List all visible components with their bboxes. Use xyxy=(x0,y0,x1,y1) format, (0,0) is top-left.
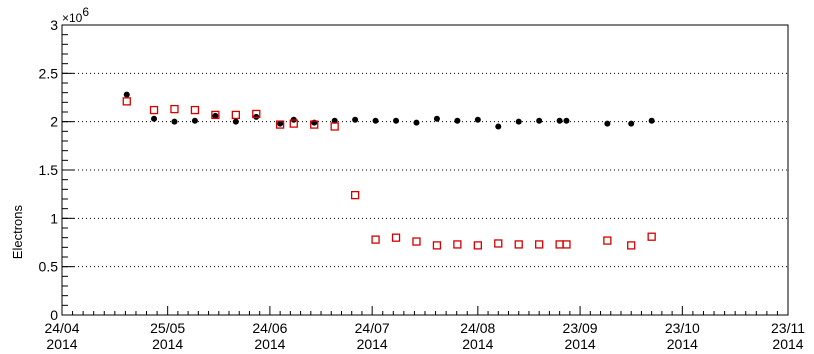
data-point-black xyxy=(232,118,239,125)
data-point-black xyxy=(628,120,635,127)
data-point-red xyxy=(647,232,656,241)
y-axis-title: Electrons xyxy=(10,205,25,260)
data-point-red xyxy=(149,105,159,115)
data-point-black xyxy=(393,117,400,124)
data-point-red xyxy=(562,240,571,249)
data-point-red xyxy=(494,239,503,248)
data-points xyxy=(122,91,656,250)
y-axis-multiplier: ×106 xyxy=(62,5,89,25)
data-point-black xyxy=(372,117,379,124)
y-tick-label: 0.5 xyxy=(39,259,59,275)
x-tick-label-date: 25/05 xyxy=(150,320,185,336)
data-point-red xyxy=(432,241,442,250)
data-point-red xyxy=(330,122,339,131)
x-tick-label-year: 2014 xyxy=(152,336,183,352)
data-point-red xyxy=(310,120,319,129)
data-point-red xyxy=(275,120,285,129)
x-tick-label-year: 2014 xyxy=(565,336,596,352)
x-tick-label-date: 24/07 xyxy=(355,320,390,336)
x-tick-label-year: 2014 xyxy=(462,336,493,352)
data-point-black xyxy=(212,112,219,119)
data-point-black xyxy=(474,116,481,123)
y-tick-label: 1.5 xyxy=(39,162,59,178)
data-point-black xyxy=(604,120,611,127)
x-tick-label-year: 2014 xyxy=(667,336,698,352)
data-point-red xyxy=(252,109,261,119)
data-point-red xyxy=(473,241,482,250)
data-point-black xyxy=(495,123,502,130)
data-point-black xyxy=(454,117,461,124)
data-point-black xyxy=(191,117,198,124)
y-tick-label: 3 xyxy=(50,17,58,33)
data-point-black xyxy=(277,120,284,127)
data-point-black xyxy=(515,118,522,125)
x-tick-label-date: 23/10 xyxy=(665,320,700,336)
y-tick-label: 2.5 xyxy=(39,65,59,81)
data-point-red xyxy=(350,190,360,200)
data-point-red xyxy=(170,104,179,114)
data-point-black xyxy=(413,119,420,126)
y-tick-label: 1 xyxy=(50,210,58,226)
x-tick-label-year: 2014 xyxy=(357,336,388,352)
data-point-black xyxy=(433,115,440,122)
data-point-black xyxy=(648,117,655,124)
data-point-black xyxy=(151,115,158,122)
data-point-red xyxy=(603,236,612,245)
x-tick-label-year: 2014 xyxy=(46,336,77,352)
axes: 00.511.522.5324/04201425/05201424/062014… xyxy=(39,17,806,352)
x-tick-label-year: 2014 xyxy=(772,336,803,352)
data-point-black xyxy=(352,116,359,123)
data-point-black xyxy=(536,117,543,124)
data-point-red xyxy=(453,240,462,249)
y-tick-label: 2 xyxy=(50,114,58,130)
x-tick-label-date: 23/09 xyxy=(563,320,598,336)
data-point-red xyxy=(627,241,636,250)
multiplier-exponent: 6 xyxy=(82,5,89,19)
x-tick-label-date: 24/04 xyxy=(44,320,79,336)
data-point-black xyxy=(171,118,178,125)
x-tick-label-date: 23/11 xyxy=(771,320,805,336)
x-tick-label-date: 24/08 xyxy=(460,320,495,336)
data-point-red xyxy=(289,119,298,128)
data-point-black xyxy=(556,117,563,124)
data-point-red xyxy=(555,240,564,249)
data-point-red xyxy=(190,105,200,115)
x-tick-label-date: 24/06 xyxy=(252,320,287,336)
multiplier-base: ×10 xyxy=(62,11,83,25)
data-point-red xyxy=(391,233,401,242)
data-point-black xyxy=(123,91,130,98)
grid-lines xyxy=(62,72,788,268)
data-point-black xyxy=(331,117,338,124)
y-tick-label: 0 xyxy=(50,307,58,323)
data-point-red xyxy=(231,110,240,120)
data-point-red xyxy=(514,240,523,249)
data-point-red xyxy=(371,235,380,244)
data-point-red xyxy=(412,237,421,246)
x-tick-label-year: 2014 xyxy=(254,336,285,352)
data-point-black xyxy=(563,117,570,124)
data-point-red xyxy=(122,97,131,106)
data-point-red xyxy=(211,110,220,120)
data-point-red xyxy=(535,240,544,249)
